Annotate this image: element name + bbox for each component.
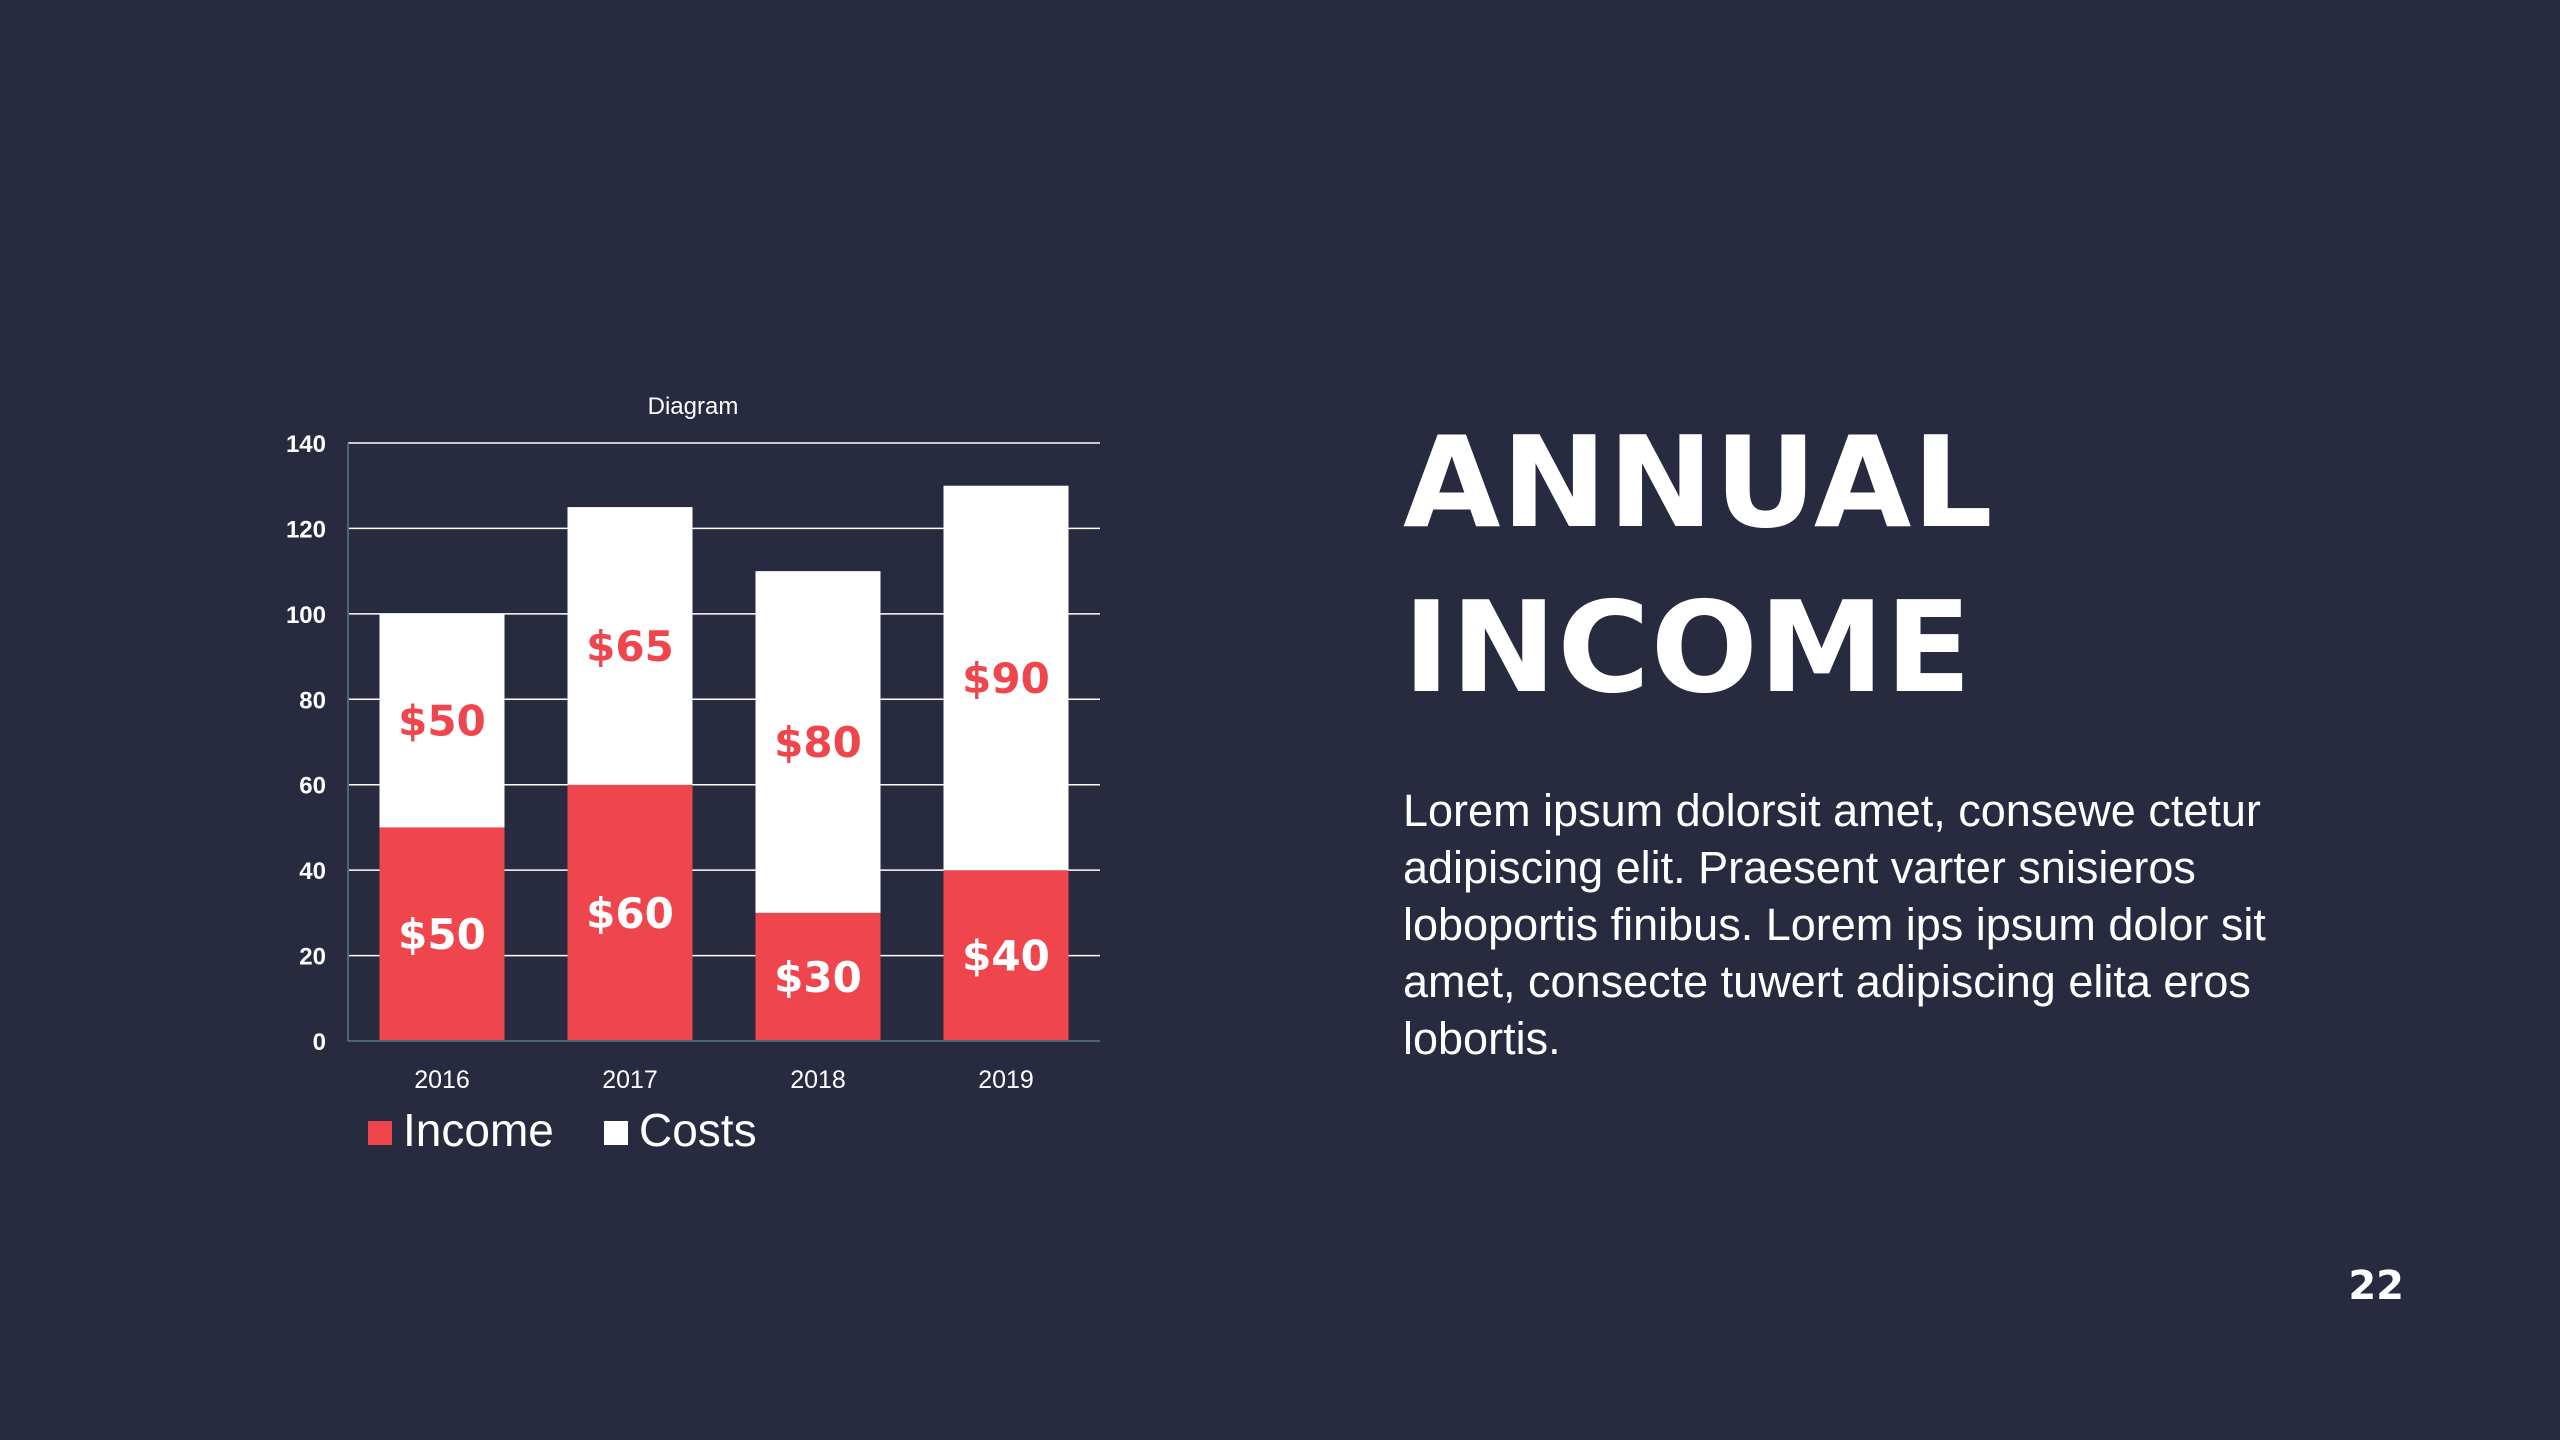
slide-title-line-2: INCOME	[1403, 574, 1973, 721]
slide-title: ANNUAL INCOME	[1403, 400, 1994, 730]
legend-swatch-income	[368, 1121, 392, 1145]
data-label: $40	[962, 932, 1050, 981]
y-tick-label: 80	[299, 687, 326, 714]
y-tick-label: 20	[299, 944, 326, 971]
legend-swatch-costs	[604, 1121, 628, 1145]
stacked-bar-chart: Diagram $50 $50 $60 $65 $30 $80 $40 $90 0 20 40 60…	[286, 393, 1100, 1156]
page-number: 22	[2348, 1263, 2404, 1309]
y-tick-label: 60	[299, 773, 326, 800]
x-tick-label: 2016	[414, 1066, 470, 1094]
y-tick-label: 100	[286, 602, 326, 629]
data-label: $90	[962, 654, 1050, 703]
bar-costs-2018	[755, 571, 881, 913]
x-tick-label: 2017	[602, 1066, 658, 1094]
y-tick-label: 40	[299, 858, 326, 885]
data-label: $30	[774, 953, 862, 1002]
data-label: $65	[586, 622, 674, 671]
y-tick-label: 140	[286, 431, 326, 458]
bar-income-2016	[379, 827, 505, 1041]
slide-body-text: Lorem ipsum dolorsit amet, consewe ctetu…	[1403, 785, 2266, 1064]
legend-label-income: Income	[403, 1104, 554, 1156]
data-label: $50	[398, 697, 486, 746]
data-label: $80	[774, 718, 862, 767]
bar-income-2019	[943, 870, 1069, 1041]
x-tick-label: 2019	[978, 1066, 1034, 1094]
y-tick-label: 120	[286, 516, 326, 543]
chart-title: Diagram	[648, 393, 739, 420]
y-tick-label: 0	[313, 1029, 326, 1056]
bar-costs-2019	[943, 485, 1069, 871]
data-label: $50	[398, 910, 486, 959]
bar-income-2017	[567, 784, 693, 1041]
bar-income-2018	[755, 912, 881, 1041]
legend-label-costs: Costs	[639, 1104, 757, 1156]
x-tick-label: 2018	[790, 1066, 846, 1094]
data-label: $60	[586, 889, 674, 938]
bar-costs-2017	[567, 507, 693, 785]
slide-title-line-1: ANNUAL	[1403, 409, 1994, 556]
bar-costs-2016	[379, 613, 505, 828]
